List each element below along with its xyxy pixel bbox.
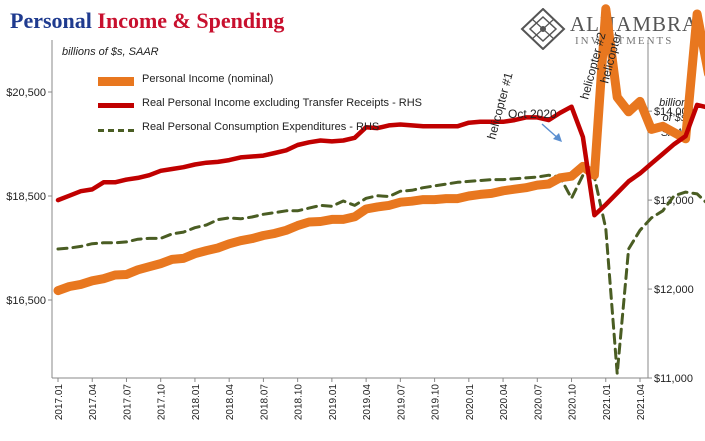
chart-title-part1: Personal: [10, 8, 98, 33]
y-tick-label-right: $11,000: [654, 373, 693, 385]
x-tick-label: 2017.04: [88, 384, 99, 421]
series-line-pce: [56, 173, 705, 376]
x-tick-label: 2018.07: [259, 384, 270, 421]
y-tick-label-right: $13,000: [654, 195, 694, 207]
logo-name: ALHAMBRA: [570, 12, 699, 36]
legend-swatch-income: [98, 77, 134, 86]
chart-title-part2: Income & Spending: [97, 8, 285, 33]
y-tick-label-left: $20,500: [6, 87, 46, 99]
series-layer: [53, 4, 705, 376]
x-tick-label: 2018.10: [294, 384, 305, 421]
axes-layer: $16,500 $18,500 $20,500 $11,000 $12,000 $13,0…: [6, 40, 694, 420]
x-tick-label: 2017.10: [157, 384, 168, 421]
annotation-arrow-head: [553, 133, 562, 142]
x-tick-label: 2019.01: [328, 384, 339, 421]
x-tick-label: 2017.01: [54, 384, 65, 421]
chart-title: Personal Income & Spending: [10, 8, 284, 34]
x-tick-label: 2021.04: [636, 384, 647, 421]
legend-swatch-pce: [98, 129, 134, 132]
x-tick-label: 2020.01: [465, 384, 476, 421]
legend-label-pce: Real Personal Consumption Expenditures -…: [142, 121, 380, 133]
y-tick-label-right: $12,000: [654, 284, 694, 296]
x-tick-label: 2018.04: [225, 384, 236, 421]
x-tick-label: 2021.01: [602, 384, 613, 421]
diamond-lattice-icon: [520, 8, 566, 50]
series-line-real-income: [55, 102, 705, 218]
left-axis-units: billions of $s, SAAR: [62, 46, 159, 58]
x-tick-label: 2019.10: [431, 384, 442, 421]
alhambra-logo: ALHAMBRA INVESTMENTS: [520, 8, 700, 50]
x-tick-label: 2019.07: [396, 384, 407, 421]
series-line-income: [53, 4, 705, 296]
annotation-helicopter-1: helicopter #1: [484, 70, 515, 140]
annotation-oct-2020: Oct 2020: [508, 107, 557, 121]
x-tick-label: 2020.10: [568, 384, 579, 421]
x-tick-label: 2017.07: [122, 384, 133, 421]
legend-swatch-real-income: [98, 103, 134, 108]
x-tick-label: 2018.01: [191, 384, 202, 421]
y-tick-label-left: $16,500: [6, 295, 46, 307]
x-tick-label: 2020.04: [499, 384, 510, 421]
y-tick-label-left: $18,500: [6, 191, 46, 203]
legend-label-real-income: Real Personal Income excluding Transfer …: [142, 97, 423, 109]
x-tick-label: 2019.04: [362, 384, 373, 421]
x-tick-label: 2020.07: [533, 384, 544, 421]
legend-label-income: Personal Income (nominal): [142, 73, 274, 85]
